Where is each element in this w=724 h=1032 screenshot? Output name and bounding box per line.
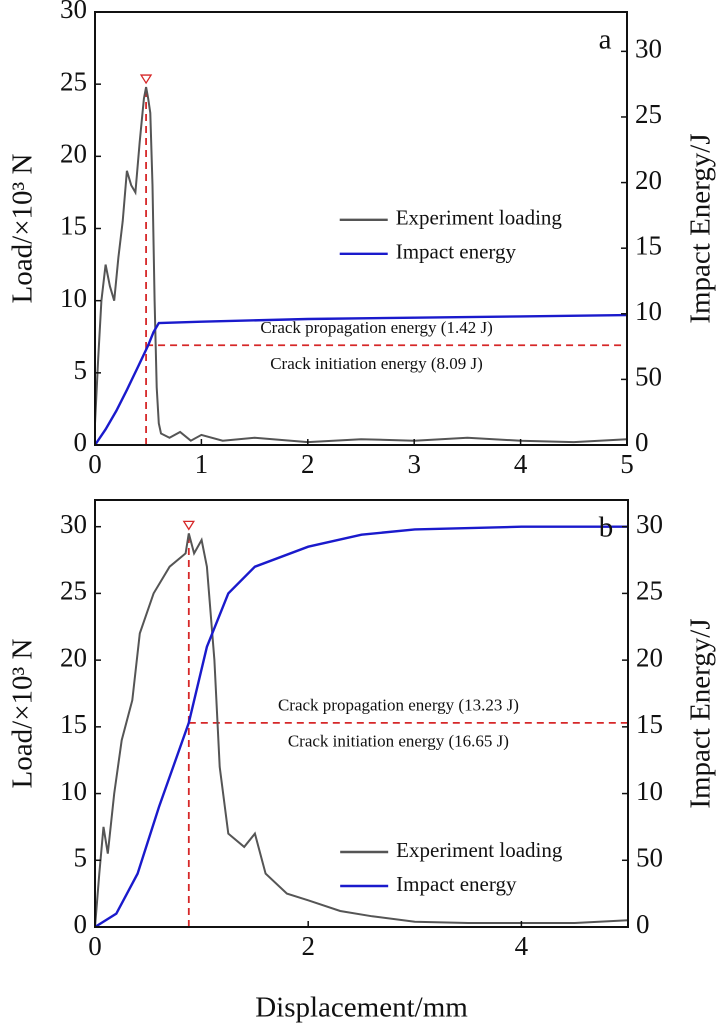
x-axis-label: Displacement/mm [255,992,468,1024]
y2-tick-label: 25 [636,576,663,606]
y-tick-label: 0 [74,909,88,939]
y2-tick-label: 10 [635,296,662,326]
series-line [94,313,628,446]
plot-frame [94,499,629,928]
legend-label: Impact energy [396,240,517,264]
y2-tick-label: 15 [635,230,662,260]
legend-label: Experiment loading [396,838,563,862]
y-tick-label: 5 [74,355,88,385]
x-tick-label: 4 [515,931,529,961]
y-tick-label: 20 [60,642,87,672]
series-line [94,533,629,928]
annotation: Crack propagation energy (13.23 J) [278,696,519,715]
y2-tick-label: 20 [636,642,663,672]
y-axis-label: Load/×10³ N [7,639,39,789]
y2-tick-label: 10 [636,776,663,806]
y-tick-label: 10 [60,283,87,313]
x-tick-label: 5 [620,449,634,479]
x-tick-label: 3 [407,449,421,479]
series-line [94,525,628,929]
y2-tick-label: 0 [636,909,650,939]
peak-marker [182,520,195,531]
y2-tick-label: 50 [636,842,663,872]
y-tick-label: 25 [60,576,87,606]
y2-axis-label: Impact Energy/J [685,133,717,323]
legend-label: Experiment loading [396,206,563,230]
x-tick-label: 4 [514,449,528,479]
y2-tick-label: 15 [636,709,663,739]
series-line [94,86,628,444]
x-tick-label: 1 [195,449,209,479]
y2-axis-label: Impact Energy/J [685,618,717,808]
y2-tick-label: 0 [635,427,649,457]
y-tick-label: 10 [60,776,87,806]
legend-label: Impact energy [396,872,517,896]
y-tick-label: 30 [60,509,87,539]
peak-marker [139,74,153,85]
y-tick-label: 20 [60,139,87,169]
panel-label: a [599,24,612,56]
y-tick-label: 15 [60,709,87,739]
y2-tick-label: 50 [635,362,662,392]
y2-tick-label: 30 [635,34,662,64]
y2-tick-label: 20 [635,165,662,195]
annotation: Crack initiation energy (16.65 J) [288,732,509,751]
annotation: Crack initiation energy (8.09 J) [270,354,483,373]
annotation: Crack propagation energy (1.42 J) [260,318,492,337]
x-tick-label: 0 [88,449,102,479]
y-tick-label: 25 [60,66,87,96]
y-tick-label: 15 [60,211,87,241]
x-tick-label: 0 [88,931,102,961]
y-tick-label: 0 [74,427,88,457]
y2-tick-label: 30 [636,509,663,539]
x-tick-label: 2 [301,931,315,961]
y-axis-label: Load/×10³ N [7,154,39,304]
x-tick-label: 2 [301,449,315,479]
y-tick-label: 30 [60,0,87,24]
y-tick-label: 5 [74,842,88,872]
y2-tick-label: 25 [635,99,662,129]
panel-label: b [599,512,614,544]
